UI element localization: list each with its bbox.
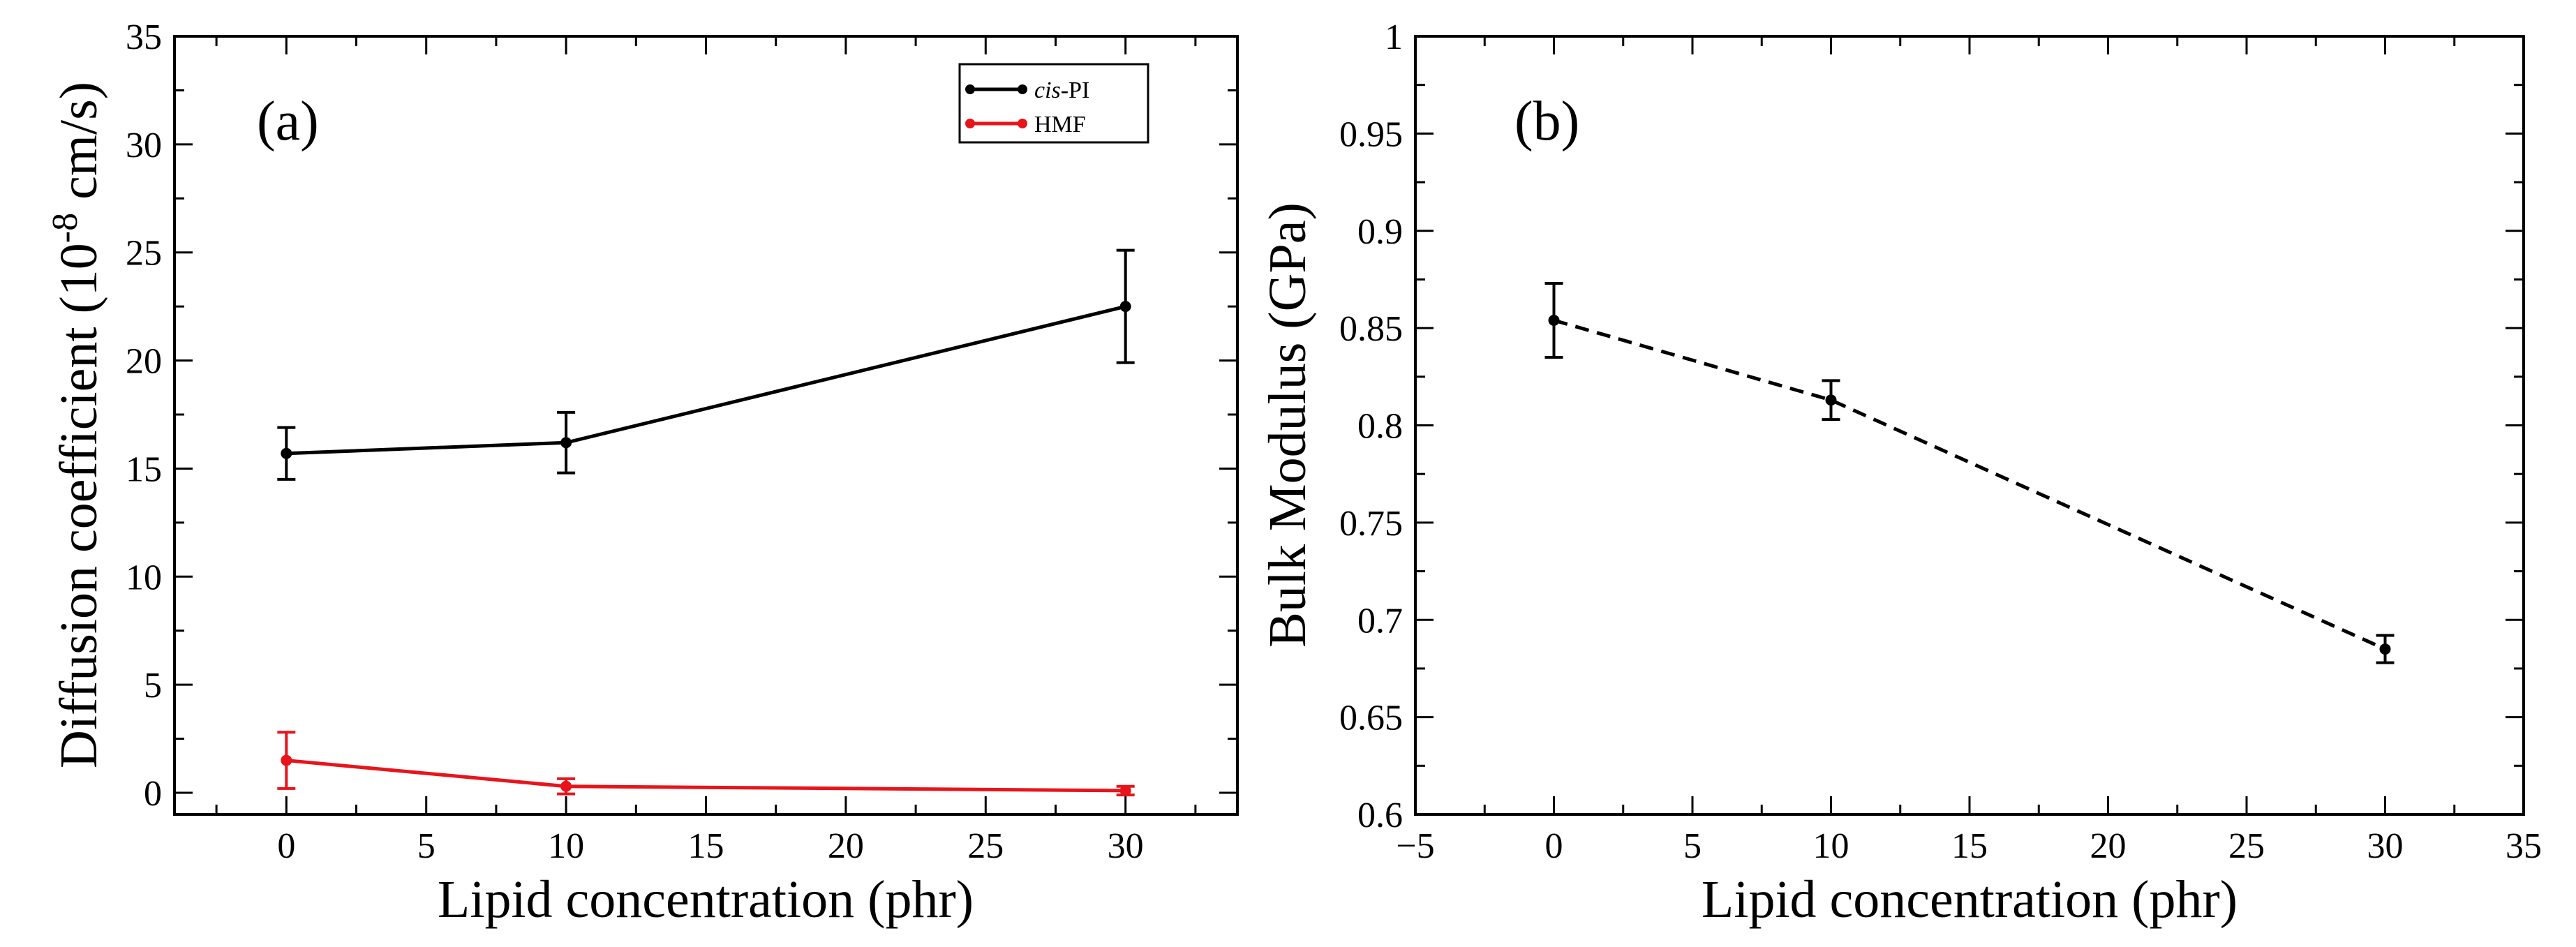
panel-b-label: (b) xyxy=(1514,91,1579,152)
panel-b-plot-frame xyxy=(1414,35,2525,816)
x-tick-label: 25 xyxy=(2228,826,2265,866)
legend-box xyxy=(958,63,1149,144)
x-tick-label: 30 xyxy=(1108,826,1144,866)
data-point xyxy=(2379,643,2391,655)
panel-a-y-axis-title-main: Diffusion coefficient (10 xyxy=(50,243,108,768)
legend-label-cis-pi: cis-PI xyxy=(1034,77,1089,103)
y-tick-label: 35 xyxy=(126,17,162,57)
panel-a-y-axis-title-tail: cm/s) xyxy=(50,82,108,213)
data-point xyxy=(1119,301,1131,313)
y-tick-label: 0.7 xyxy=(1357,601,1403,641)
x-tick-label: 30 xyxy=(2367,826,2404,866)
legend-marker-hmf xyxy=(965,119,975,128)
panel-a-label: (a) xyxy=(257,91,319,152)
legend: cis-PI HMF xyxy=(958,63,1149,144)
panel-b-ticks xyxy=(1414,35,2525,816)
y-tick-label: 0.95 xyxy=(1339,114,1403,154)
series-line xyxy=(286,304,1126,456)
x-tick-label: 20 xyxy=(828,826,864,866)
data-point xyxy=(281,447,292,459)
legend-marker-cis-pi-end xyxy=(1018,84,1027,94)
panel-b-series xyxy=(1544,282,2395,664)
panel-a-plot-frame xyxy=(173,35,1239,816)
data-point xyxy=(560,437,572,449)
panel-b: −5 0 5 10 15 20 25 30 35 0.6 0.65 0.7 0.75 0.8 0.85 0.9… xyxy=(1258,17,2542,929)
y-tick-label: 0.9 xyxy=(1357,212,1403,252)
x-tick-label: 35 xyxy=(2506,826,2542,866)
data-point xyxy=(1548,314,1560,326)
panel-a-tick-labels: 0 5 10 15 20 25 30 0 5 10 15 20 25 30 35 xyxy=(126,17,1144,866)
data-point xyxy=(1119,784,1131,796)
x-tick-label: 0 xyxy=(1545,826,1563,866)
x-tick-label: 5 xyxy=(1683,826,1702,866)
legend-label-hmf: HMF xyxy=(1034,112,1086,137)
panel-a-y-axis-title-superscript: -8 xyxy=(45,213,85,243)
panel-b-y-axis-title: Bulk Modulus (GPa) xyxy=(1258,202,1317,648)
panel-a-y-axis-title: Diffusion coefficient (10-8 cm/s) xyxy=(45,82,108,768)
y-tick-label: 10 xyxy=(126,558,162,597)
x-tick-label: 0 xyxy=(277,826,295,866)
data-point xyxy=(281,754,292,766)
y-tick-label: 25 xyxy=(126,234,162,274)
panel-a-x-axis-title: Lipid concentration (phr) xyxy=(438,870,974,929)
series-line xyxy=(286,759,1126,793)
y-tick-label: 30 xyxy=(126,126,162,165)
data-point xyxy=(1825,394,1837,406)
y-tick-label: 0 xyxy=(144,774,162,814)
x-tick-label: 10 xyxy=(548,826,584,866)
x-tick-label: 10 xyxy=(1813,826,1849,866)
x-tick-label: −5 xyxy=(1396,826,1434,866)
y-tick-label: 20 xyxy=(126,342,162,382)
y-tick-label: 0.75 xyxy=(1339,504,1403,544)
x-tick-label: 20 xyxy=(2090,826,2127,866)
panel-b-tick-labels: −5 0 5 10 15 20 25 30 35 0.6 0.65 0.7 0.75 0.8 0.85 0.9… xyxy=(1339,17,2542,866)
y-tick-label: 0.6 xyxy=(1357,796,1403,835)
legend-marker-cis-pi xyxy=(965,84,975,94)
x-tick-label: 15 xyxy=(1951,826,1988,866)
y-tick-label: 0.85 xyxy=(1339,309,1403,349)
series-line xyxy=(1553,318,2386,651)
x-tick-label: 5 xyxy=(417,826,435,866)
data-point xyxy=(560,780,572,792)
y-tick-label: 15 xyxy=(126,449,162,489)
y-tick-label: 0.8 xyxy=(1357,407,1403,447)
panel-a-series xyxy=(277,248,1135,797)
legend-marker-hmf-end xyxy=(1018,119,1027,128)
y-tick-label: 0.65 xyxy=(1339,699,1403,738)
panel-a-ticks xyxy=(174,35,1237,814)
panel-a: 0 5 10 15 20 25 30 0 5 10 15 20 25 30 35 (a) Lipid con… xyxy=(45,17,1239,929)
y-tick-label: 5 xyxy=(144,666,162,706)
y-tick-label: 1 xyxy=(1385,17,1403,57)
x-tick-label: 25 xyxy=(967,826,1004,866)
panel-b-x-axis-title: Lipid concentration (phr) xyxy=(1702,870,2238,929)
x-tick-label: 15 xyxy=(688,826,724,866)
